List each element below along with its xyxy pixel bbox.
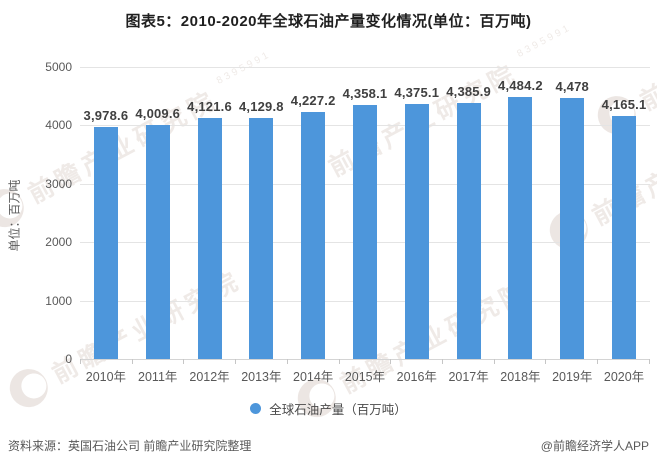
axis-tick [597,359,599,364]
bar-column: 4,121.6 [184,67,236,359]
x-tick-label: 2012年 [189,370,230,384]
axis-tick [131,359,133,364]
gridline [80,359,650,360]
axis-tick [338,359,340,364]
bar-column: 4,478 [546,67,598,359]
x-tick-label: 2019年 [552,370,593,384]
x-tick-label: 2016年 [396,370,437,384]
legend-marker-icon [250,403,262,414]
x-tick-label: 2014年 [293,370,334,384]
bar-column: 4,227.2 [287,67,339,359]
bar [301,112,326,359]
x-tick-label: 2017年 [448,370,489,384]
bar-value-label: 4,009.6 [135,105,181,121]
axis-tick [390,359,392,364]
x-tick-label: 2011年 [138,370,178,384]
axis-tick [235,359,237,364]
bar-column: 4,484.2 [495,67,547,359]
bar [560,97,585,359]
bar-column: 4,009.6 [132,67,184,359]
bar-value-label: 4,358.1 [342,85,388,101]
x-axis-ticks [80,359,650,364]
plot-area: 3,978.6 4,009.6 4,121.6 4,129.8 4,227.2 4,358… [80,67,650,359]
bar-column: 4,375.1 [391,67,443,359]
bar [197,118,222,359]
bar-value-label: 4,227.2 [290,93,336,109]
bar [456,102,481,359]
x-tick-label: 2020年 [603,370,645,384]
y-tick-label: 3000 [45,176,72,191]
bar-value-label: 4,375.1 [394,84,440,100]
bar [508,97,533,359]
bar-value-label: 4,478 [555,78,589,94]
bar-column: 4,165.1 [598,67,650,359]
legend: 全球石油产量（百万吨） [0,399,657,418]
bar-column: 3,978.6 [80,67,132,359]
y-tick-label: 4000 [45,118,72,133]
bar [612,115,637,359]
axis-tick [493,359,495,364]
bar-column: 4,385.9 [443,67,495,359]
axis-tick [80,359,81,364]
bar-value-label: 4,385.9 [446,83,491,99]
credit-note: @前瞻经济学人APP [540,439,649,453]
bar-value-label: 3,978.6 [83,107,129,123]
axis-tick [442,359,444,364]
source-note: 资料来源：英国石油公司 前瞻产业研究院整理 [8,439,252,453]
x-tick-label: 2018年 [500,370,541,384]
x-tick-label: 2015年 [344,370,386,384]
bar-column: 4,129.8 [235,67,287,359]
page-title: 图表5：2010-2020年全球石油产量变化情况(单位：百万吨) [125,13,532,30]
y-tick-label: 1000 [45,293,72,308]
bar-value-label: 4,165.1 [601,96,647,112]
x-tick-label: 2013年 [241,370,282,384]
bar [145,124,170,359]
axis-tick [545,359,547,364]
y-tick-label: 2000 [45,235,72,250]
gridline [80,67,650,68]
bar [352,104,377,359]
legend-label: 全球石油产量（百万吨） [269,403,407,417]
axis-tick [648,359,650,364]
bar [249,117,274,359]
bar [404,103,429,359]
bar [93,126,118,359]
bar-value-label: 4,129.8 [238,98,284,114]
x-axis-labels: 2010年 2011年 2012年 2013年 2014年 2015年 2016年 2017年… [80,366,650,385]
y-axis-unit-label: 单位：百万吨 [7,179,22,252]
bar-value-label: 4,121.6 [187,99,232,115]
axis-tick [286,359,288,364]
y-tick-label: 5000 [45,60,72,74]
axis-tick [183,359,185,364]
bar-column: 4,358.1 [339,67,391,359]
y-tick-label: 0 [65,352,72,366]
x-tick-label: 2010年 [85,370,127,384]
bar-value-label: 4,484.2 [498,78,543,94]
